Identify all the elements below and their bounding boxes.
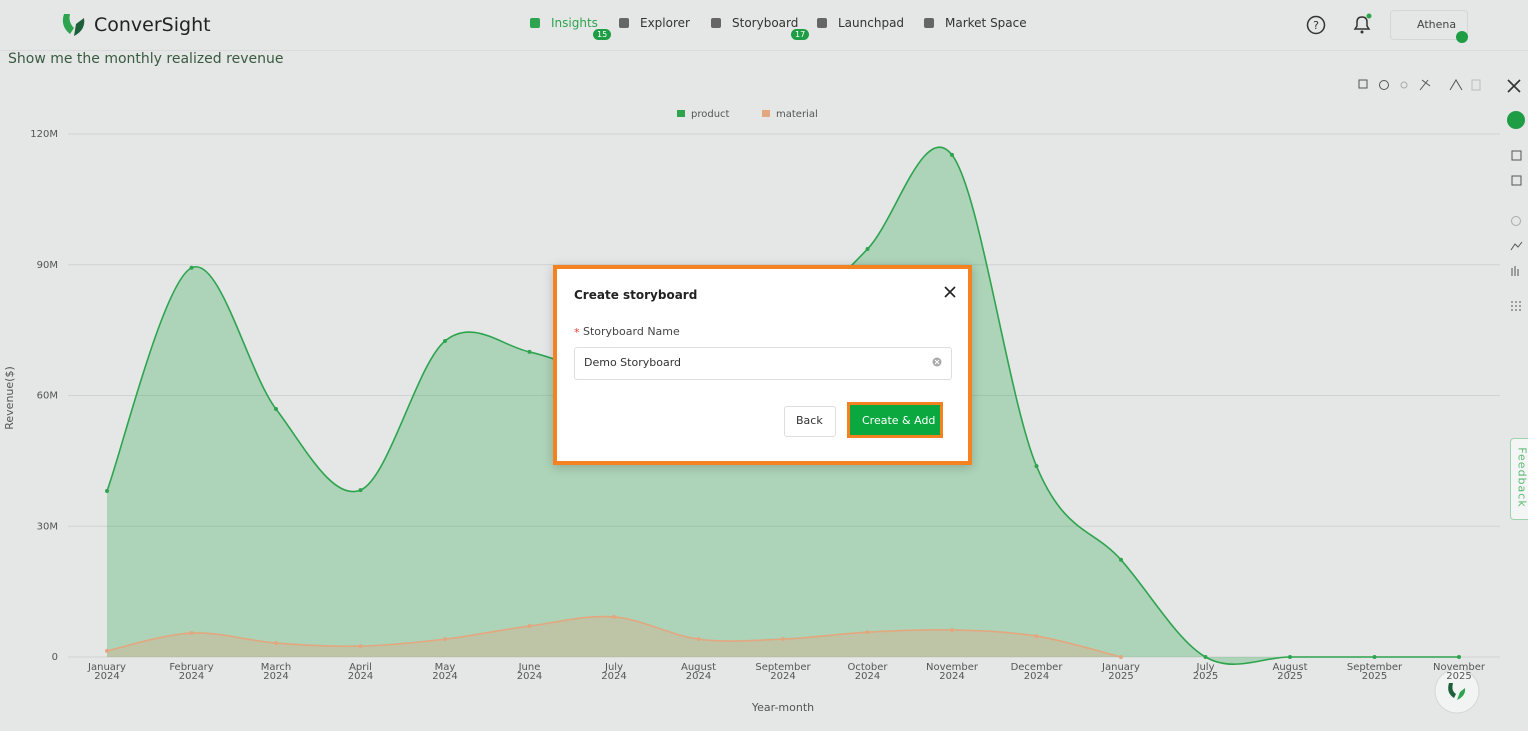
notification-icon[interactable]	[1350, 12, 1374, 36]
point	[1034, 634, 1039, 639]
x-tick-label: August 2025	[1272, 662, 1308, 682]
nav-icon[interactable]	[527, 15, 543, 31]
point	[612, 614, 616, 619]
input-value: Demo Storyboard	[584, 356, 682, 369]
x-tick-label: July 2024	[601, 662, 627, 682]
point	[274, 407, 278, 412]
nav-icon[interactable]	[616, 15, 632, 31]
query-text: Show me the monthly realized revenue	[8, 51, 284, 67]
close-panel[interactable]	[1504, 76, 1524, 96]
x-tick-label: December 2024	[1010, 662, 1063, 682]
point	[950, 152, 954, 157]
feedback-tab[interactable]	[1510, 438, 1528, 520]
x-tick-label: June 2024	[516, 662, 543, 682]
user-name: Athena	[1417, 18, 1457, 31]
logo[interactable]: ConverSight	[94, 14, 211, 36]
x-axis-title: Year-month	[751, 701, 814, 714]
x-tick-label: September 2025	[1346, 662, 1403, 682]
point	[865, 630, 870, 635]
create-label[interactable]: Create & Add	[862, 414, 936, 427]
point	[527, 624, 532, 629]
legend-label: product	[691, 109, 730, 120]
point	[527, 349, 532, 354]
y-tick-label: 60M	[37, 391, 58, 402]
modal-title: Create storyboard	[574, 288, 698, 302]
field-label: Storyboard Name	[583, 325, 680, 338]
chat-button[interactable]	[1432, 666, 1482, 716]
x-tick-label: September 2024	[755, 662, 811, 682]
nav-icon[interactable]	[708, 15, 724, 31]
top-bar	[0, 0, 1528, 51]
modal-close[interactable]	[941, 283, 959, 301]
nav-badge: 17	[791, 29, 810, 40]
x-tick-label: April 2024	[347, 662, 374, 682]
x-tick-label: November 2025	[1432, 662, 1486, 682]
back-button[interactable]	[784, 406, 836, 437]
nav-item[interactable]: Storyboard	[732, 16, 799, 30]
y-tick-label: 30M	[37, 521, 58, 532]
point	[105, 648, 109, 653]
point	[950, 627, 954, 632]
point	[274, 641, 278, 646]
y-tick-label: 90M	[37, 260, 58, 271]
point	[1203, 655, 1208, 659]
point	[189, 631, 194, 636]
point	[1034, 464, 1039, 469]
point	[1457, 655, 1461, 659]
nav-icon[interactable]	[814, 15, 830, 31]
x-tick-label: January 2024	[88, 662, 126, 682]
y-tick-label: 0	[52, 652, 58, 663]
point	[443, 339, 447, 344]
point	[696, 637, 701, 642]
clear-input[interactable]	[931, 356, 943, 368]
feedback-label[interactable]: Feedback	[1515, 447, 1528, 508]
x-tick-label: March 2024	[260, 662, 292, 682]
name-input[interactable]	[574, 347, 952, 380]
x-tick-label: February 2024	[169, 662, 214, 682]
point	[189, 265, 194, 270]
modal	[553, 265, 972, 465]
nav-icon[interactable]	[921, 15, 937, 31]
logo-icon	[62, 14, 85, 36]
x-tick-label: July 2025	[1192, 662, 1219, 682]
point	[781, 637, 785, 642]
point	[358, 644, 363, 649]
svg-text:?: ?	[1313, 19, 1319, 32]
nav-badge: 15	[593, 29, 612, 40]
y-axis-title: Revenue($)	[3, 366, 16, 430]
create-button[interactable]	[847, 402, 943, 438]
point	[105, 488, 109, 493]
x-tick-label: October 2024	[847, 662, 888, 682]
x-tick-label: May 2024	[432, 662, 458, 682]
legend-label: material	[776, 109, 818, 120]
user-status	[1456, 31, 1468, 43]
point	[443, 637, 447, 642]
x-tick-label: January 2025	[1102, 662, 1140, 682]
chart-toolbar[interactable]	[1350, 76, 1490, 96]
nav-item[interactable]: Market Space	[945, 16, 1027, 30]
back-label[interactable]: Back	[796, 414, 823, 427]
point	[1119, 557, 1123, 562]
x-tick-label: November 2024	[925, 662, 979, 682]
nav-item[interactable]: Insights	[551, 16, 598, 30]
user-menu[interactable]	[1390, 10, 1468, 40]
y-tick-label: 120M	[30, 129, 58, 140]
point	[865, 247, 870, 252]
point	[1288, 655, 1292, 659]
required-mark: *	[574, 326, 580, 339]
point	[358, 488, 363, 493]
point	[1119, 655, 1123, 659]
x-tick-label: August 2024	[681, 662, 716, 682]
side-toolbar[interactable]	[1504, 108, 1528, 318]
nav-item[interactable]: Explorer	[640, 16, 690, 30]
legend-swatch	[677, 110, 685, 117]
point	[1372, 655, 1377, 659]
nav-item[interactable]: Launchpad	[838, 16, 905, 30]
help-icon[interactable]: ?	[1305, 14, 1327, 36]
legend-swatch	[762, 110, 770, 117]
